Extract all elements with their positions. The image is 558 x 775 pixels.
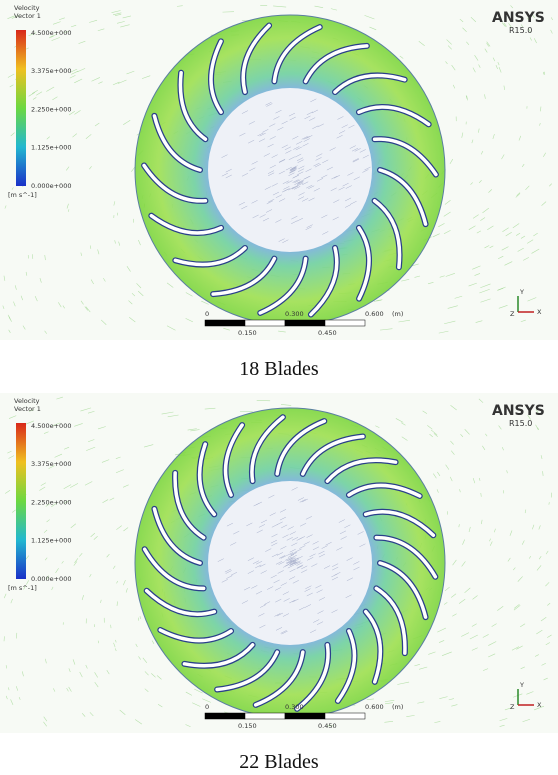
legend-unit: [m s^-1] — [8, 584, 37, 592]
logo: ANSYS — [492, 10, 545, 26]
scale-bar-segment — [245, 320, 285, 326]
axis-label: X — [537, 308, 542, 316]
legend-title: Velocity — [14, 4, 40, 12]
scale-bar-segment — [205, 320, 245, 326]
scale-bar-segment — [205, 713, 245, 719]
legend-label: 2.250e+000 — [31, 498, 71, 506]
color-bar — [16, 423, 26, 579]
logo: ANSYS — [492, 403, 545, 419]
version: R15.0 — [509, 419, 532, 428]
scale-bar-segment — [245, 713, 285, 719]
axis-label: Y — [519, 681, 524, 689]
caption: 22 Blades — [239, 751, 319, 773]
scale-label: 0.450 — [318, 722, 337, 730]
scale-bar-segment — [285, 320, 325, 326]
legend-label: 2.250e+000 — [31, 105, 71, 113]
legend-label: 1.125e+000 — [31, 537, 71, 545]
legend-label: 4.500e+000 — [31, 422, 71, 430]
legend-label: 0.000e+000 — [31, 182, 71, 190]
scale-label: 0 — [205, 310, 209, 318]
scale-label: 0.600 — [365, 310, 384, 318]
color-bar — [16, 30, 26, 186]
legend-label: 4.500e+000 — [31, 29, 71, 37]
cfd-image — [0, 393, 558, 733]
panel: VelocityVector 1 4.500e+000 3.375e+000 2.25… — [0, 393, 558, 773]
axis-label: Z — [510, 310, 515, 318]
cfd-image — [0, 0, 558, 340]
scale-bar-segment — [285, 713, 325, 719]
hub — [208, 481, 372, 645]
version: R15.0 — [509, 26, 532, 35]
axis-label: Y — [519, 288, 524, 296]
caption: 18 Blades — [239, 358, 319, 380]
axis-label: X — [537, 701, 542, 709]
scale-label: 0.150 — [238, 329, 257, 337]
figure: VelocityVector 14.500e+0003.375e+0002.25… — [0, 0, 558, 775]
legend-title: Vector 1 — [14, 12, 41, 20]
legend-unit: [m s^-1] — [8, 191, 37, 199]
scale-label: 0.300 — [285, 310, 304, 318]
legend-label: 1.125e+000 — [31, 144, 71, 152]
legend-label: 0.000e+000 — [31, 575, 71, 583]
scale-bar-segment — [325, 320, 365, 326]
legend-title: Velocity — [14, 397, 40, 405]
scale-label: 0 — [205, 703, 209, 711]
legend-label: 3.375e+000 — [31, 67, 71, 75]
panel: VelocityVector 1 4.500e+000 3.375e+000 2.25… — [0, 0, 558, 380]
legend-title: Vector 1 — [14, 405, 41, 413]
legend-label: 3.375e+000 — [31, 460, 71, 468]
axis-label: Z — [510, 703, 515, 711]
scale-label: 0.300 — [285, 703, 304, 711]
scale-label: 0.600 — [365, 703, 384, 711]
scale-label: (m) — [392, 703, 403, 711]
scale-label: 0.150 — [238, 722, 257, 730]
scale-label: 0.450 — [318, 329, 337, 337]
scale-bar-segment — [325, 713, 365, 719]
scale-label: (m) — [392, 310, 403, 318]
